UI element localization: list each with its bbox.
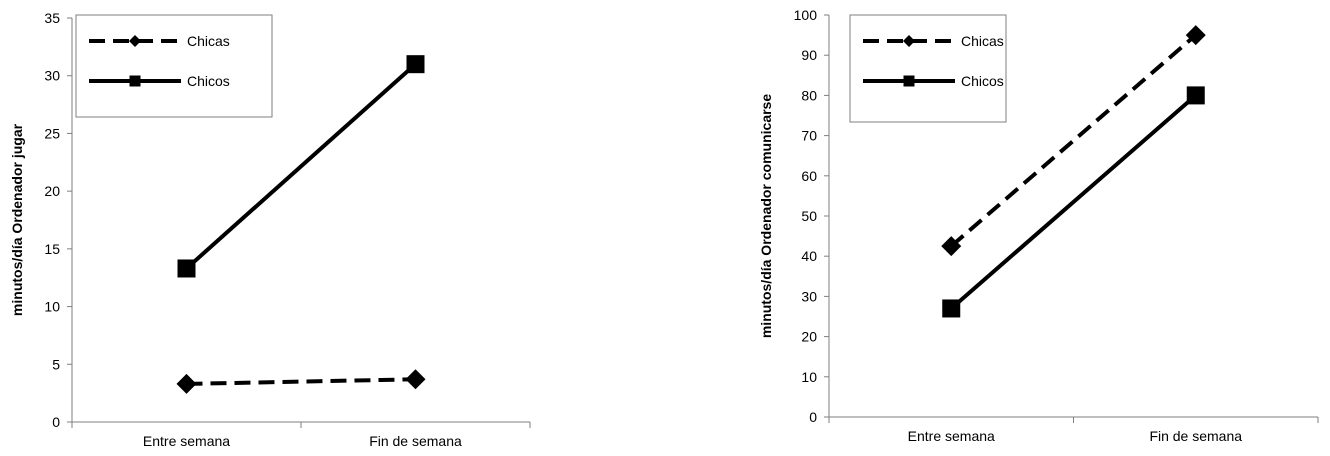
y-tick-label: 0 xyxy=(52,414,60,430)
y-tick-label: 90 xyxy=(801,47,817,63)
y-tick-label: 25 xyxy=(44,125,60,141)
legend-label: Chicos xyxy=(187,73,230,89)
legend-marker xyxy=(129,35,141,47)
y-tick-label: 10 xyxy=(44,299,60,315)
data-point-chicas xyxy=(405,369,426,390)
y-tick-label: 35 xyxy=(44,10,60,26)
series-line-chicas xyxy=(186,377,416,386)
legend-box xyxy=(849,14,1007,123)
series-line-chicos xyxy=(185,62,417,270)
chart-1: 0 5 10 15 20 25 30 35 Entre semana Fin de semana m… xyxy=(9,10,531,449)
legend-marker xyxy=(903,35,915,47)
legend: Chicas Chicos xyxy=(849,14,1007,123)
series-line-chicos xyxy=(949,93,1198,310)
x-tick-label: Fin de semana xyxy=(1149,428,1242,444)
y-tick-label: 15 xyxy=(44,241,60,257)
y-tick-label: 100 xyxy=(794,7,818,23)
series-line-chicas xyxy=(949,33,1198,248)
chart-2: 0 10 20 30 40 50 60 70 80 90 100 Entre semana Fin de… xyxy=(758,7,1319,444)
y-axis-label: minutos/día Ordenador jugar xyxy=(9,123,25,316)
x-tick-label: Entre semana xyxy=(143,433,230,449)
legend-label: Chicas xyxy=(961,33,1004,49)
data-point-chicos xyxy=(942,299,961,318)
y-tick-label: 50 xyxy=(801,208,817,224)
data-point-chicos xyxy=(406,55,425,74)
x-tick-label: Entre semana xyxy=(908,428,995,444)
y-tick-label: 80 xyxy=(801,87,817,103)
y-tick-label: 60 xyxy=(801,168,817,184)
y-axis-label: minutos/día Ordenador comunicarse xyxy=(758,94,774,338)
data-point-chicas xyxy=(941,236,962,257)
data-point-chicos xyxy=(1186,86,1205,105)
legend-label: Chicos xyxy=(961,73,1004,89)
y-tick-label: 70 xyxy=(801,128,817,144)
y-tick-label: 20 xyxy=(801,329,817,345)
y-tick-label: 40 xyxy=(801,248,817,264)
y-tick-label: 0 xyxy=(809,409,817,425)
y-tick-label: 30 xyxy=(801,288,817,304)
y-tick-label: 5 xyxy=(52,356,60,372)
y-tick-label: 30 xyxy=(44,68,60,84)
y-tick-label: 10 xyxy=(801,369,817,385)
data-point-chicas xyxy=(1185,25,1206,46)
legend: Chicas Chicos xyxy=(75,14,273,118)
x-tick-label: Fin de semana xyxy=(369,433,462,449)
y-tick-label: 20 xyxy=(44,183,60,199)
legend-marker xyxy=(129,75,141,87)
legend-box xyxy=(75,14,273,118)
data-point-chicos xyxy=(177,259,196,278)
legend-marker xyxy=(903,75,915,87)
data-point-chicas xyxy=(176,373,197,394)
legend-label: Chicas xyxy=(187,33,230,49)
